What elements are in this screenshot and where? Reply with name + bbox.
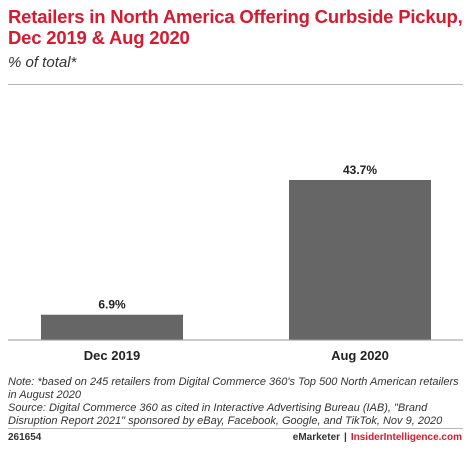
- brand-separator: |: [344, 432, 347, 443]
- note-text: Note: *based on 245 retailers from Digit…: [8, 376, 459, 401]
- bars-group: 6.9% 43.7%: [41, 163, 431, 340]
- source-text: Source: Digital Commerce 360 as cited in…: [8, 402, 443, 427]
- x-tick-label: Aug 2020: [331, 348, 389, 363]
- x-tick-labels: Dec 2019 Aug 2020: [84, 348, 389, 363]
- chart-title: Retailers in North America Offering Curb…: [8, 6, 463, 48]
- brand-insiderintelligence[interactable]: InsiderIntelligence.com: [350, 432, 462, 443]
- bar-dec-2019: [41, 314, 183, 340]
- brand-emarketer: eMarketer: [292, 432, 341, 443]
- chart-notes: Note: *based on 245 retailers from Digit…: [8, 376, 466, 428]
- chart-id: 261654: [8, 432, 42, 443]
- x-tick-label: Dec 2019: [84, 348, 140, 363]
- bar-aug-2020: [289, 180, 431, 340]
- data-label: 43.7%: [343, 163, 377, 177]
- data-label: 6.9%: [98, 298, 126, 312]
- footer-divider: [8, 428, 463, 429]
- header-divider: [8, 84, 463, 85]
- chart-subtitle: % of total*: [8, 54, 77, 71]
- footer-brand: eMarketer | InsiderIntelligence.com: [293, 432, 462, 443]
- bar-chart: 6.9% 43.7% Dec 2019 Aug 2020: [8, 163, 463, 363]
